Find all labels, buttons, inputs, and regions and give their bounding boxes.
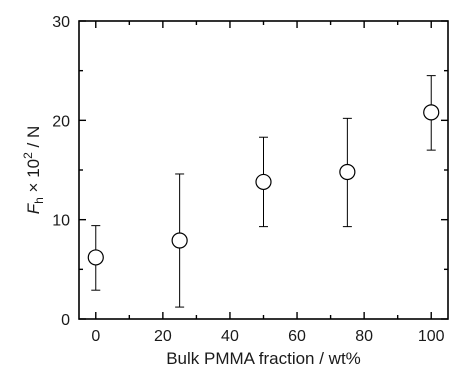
x-tick-label: 100 <box>418 328 445 345</box>
y-tick-label: 0 <box>61 312 70 329</box>
y-axis-label: Fh × 102 / N <box>21 126 46 215</box>
data-points <box>87 75 440 308</box>
tick-labels: 0 20 40 60 80 100 0 10 20 30 <box>52 14 444 345</box>
marker-circle <box>255 173 272 191</box>
y-tick-label: 20 <box>52 113 70 130</box>
data-point <box>423 75 440 151</box>
y-tick-label: 30 <box>52 14 70 31</box>
marker-circle <box>171 232 188 249</box>
x-tick-label: 80 <box>355 328 373 345</box>
x-tick-label: 20 <box>154 328 172 345</box>
data-point <box>339 117 356 228</box>
x-axis-label: Bulk PMMA fraction / wt% <box>166 349 361 368</box>
x-tick-label: 0 <box>91 328 100 345</box>
x-tick-label: 60 <box>288 328 306 345</box>
data-point <box>255 136 272 228</box>
axis-ticks <box>79 20 448 320</box>
marker-circle <box>423 104 440 121</box>
y-tick-label: 10 <box>52 213 70 230</box>
data-point <box>87 225 104 291</box>
marker-circle <box>87 249 104 266</box>
x-tick-label: 40 <box>221 328 239 345</box>
marker-circle <box>339 163 356 181</box>
data-point <box>171 173 188 308</box>
